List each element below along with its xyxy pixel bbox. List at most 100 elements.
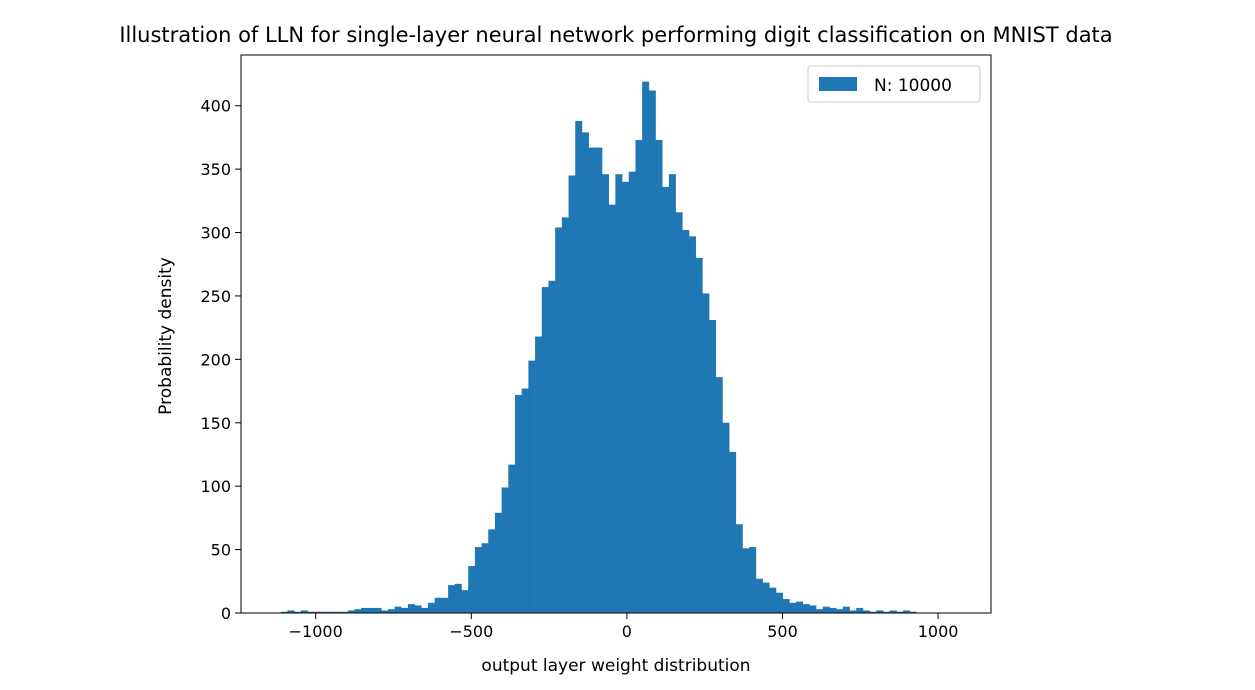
histogram-bar	[454, 583, 462, 613]
histogram-bar	[595, 147, 603, 613]
plot-frame	[240, 54, 992, 614]
histogram-bar	[695, 257, 703, 613]
y-tick-label: 250	[200, 287, 231, 306]
histogram-bar	[903, 610, 911, 613]
histogram-bar	[394, 606, 402, 613]
histogram-bar	[775, 592, 783, 613]
histogram-bar	[755, 578, 763, 613]
histogram-bar	[320, 611, 328, 613]
histogram-bar	[735, 524, 743, 613]
histogram-bar	[515, 394, 523, 613]
histogram-bar	[615, 174, 623, 613]
histogram-bar	[488, 529, 496, 613]
x-axis-label: output layer weight distribution	[481, 656, 750, 676]
histogram-bar	[561, 217, 569, 613]
histogram-bar	[836, 609, 844, 613]
histogram-bar	[581, 132, 589, 614]
histogram-bar	[715, 377, 723, 613]
histogram-bar	[494, 512, 502, 613]
histogram-bar	[909, 611, 917, 613]
histogram-bar	[474, 547, 482, 613]
histogram-bar	[789, 602, 797, 613]
y-tick-label: 300	[200, 224, 231, 243]
histogram-bar	[414, 605, 422, 613]
histogram-bar	[541, 287, 549, 613]
ticks-group: −1000 −500 0 500 1000 0 50 100 150 200 250 300 350 40…	[200, 97, 958, 641]
histogram-bar	[849, 610, 857, 613]
histogram-bar	[742, 548, 750, 613]
histogram-bar	[307, 611, 315, 613]
histogram-bar	[896, 611, 904, 613]
histogram-bar	[608, 204, 616, 614]
legend: N: 10000	[807, 65, 981, 103]
y-tick-label: 200	[200, 350, 231, 369]
histogram-bar	[287, 610, 295, 613]
histogram-bar	[374, 607, 382, 613]
y-tick-label: 50	[211, 541, 231, 560]
histogram-bar	[387, 609, 395, 613]
histogram-bar	[441, 597, 449, 613]
y-axis-label: Probability density	[156, 257, 176, 415]
histogram-bar	[762, 582, 770, 613]
histogram-bar	[622, 181, 630, 613]
x-tick-label: 0	[622, 622, 632, 641]
histogram-bar	[749, 547, 757, 613]
histogram-bar	[822, 606, 830, 613]
histogram-bar	[300, 610, 308, 613]
histogram-bar	[722, 422, 730, 613]
histogram-bar	[796, 601, 804, 613]
legend-swatch	[819, 77, 857, 91]
histogram-bar	[682, 230, 690, 613]
histogram-bar	[521, 388, 529, 613]
histogram-bar	[642, 81, 650, 613]
histogram-bar	[327, 611, 335, 613]
histogram-bar	[341, 611, 349, 613]
histogram-bar	[280, 611, 288, 613]
histogram-bar	[601, 174, 609, 613]
chart-title: Illustration of LLN for single-layer neu…	[119, 23, 1112, 47]
histogram-bar	[401, 607, 409, 613]
histogram-bar	[407, 604, 415, 613]
histogram-bar	[709, 320, 717, 613]
y-tick-label: 400	[200, 97, 231, 116]
histogram-bar	[662, 186, 670, 613]
histogram-bar	[869, 611, 877, 613]
histogram-bar	[688, 236, 696, 613]
histogram-bar	[501, 487, 509, 613]
histogram-bar	[334, 611, 342, 613]
histogram-bar	[856, 607, 864, 613]
y-tick-label: 100	[200, 477, 231, 496]
histogram-bar	[883, 611, 891, 613]
histogram-bar	[729, 451, 737, 613]
histogram-bar	[668, 174, 676, 613]
histogram-bar	[361, 607, 369, 613]
x-tick-label: 500	[767, 622, 798, 641]
histogram-bar	[568, 175, 576, 613]
histogram-bar	[809, 605, 817, 613]
histogram-bar	[528, 360, 536, 613]
histogram-bar	[889, 610, 897, 613]
x-tick-label: −500	[449, 622, 493, 641]
histogram-bar	[367, 607, 375, 613]
histogram-bar	[862, 610, 870, 613]
histogram-bar	[842, 606, 850, 613]
histogram-bar	[782, 599, 790, 613]
y-tick-label: 150	[200, 414, 231, 433]
histogram-bar	[628, 171, 636, 613]
histogram-bar	[635, 139, 643, 613]
histogram-bar	[434, 597, 442, 613]
histogram-bar	[481, 543, 489, 613]
histogram-bar	[816, 609, 824, 613]
histogram-bar	[575, 120, 583, 613]
histogram-bar	[354, 609, 362, 613]
histogram-bar	[381, 610, 389, 613]
histogram-bar	[535, 336, 543, 613]
histogram-bar	[675, 212, 683, 613]
histogram-bar	[769, 587, 777, 613]
y-tick-label: 0	[221, 604, 231, 623]
histogram-bar	[347, 610, 355, 613]
histogram-bar	[508, 464, 516, 613]
histogram-bar	[876, 610, 884, 613]
histogram-bar	[802, 604, 810, 613]
